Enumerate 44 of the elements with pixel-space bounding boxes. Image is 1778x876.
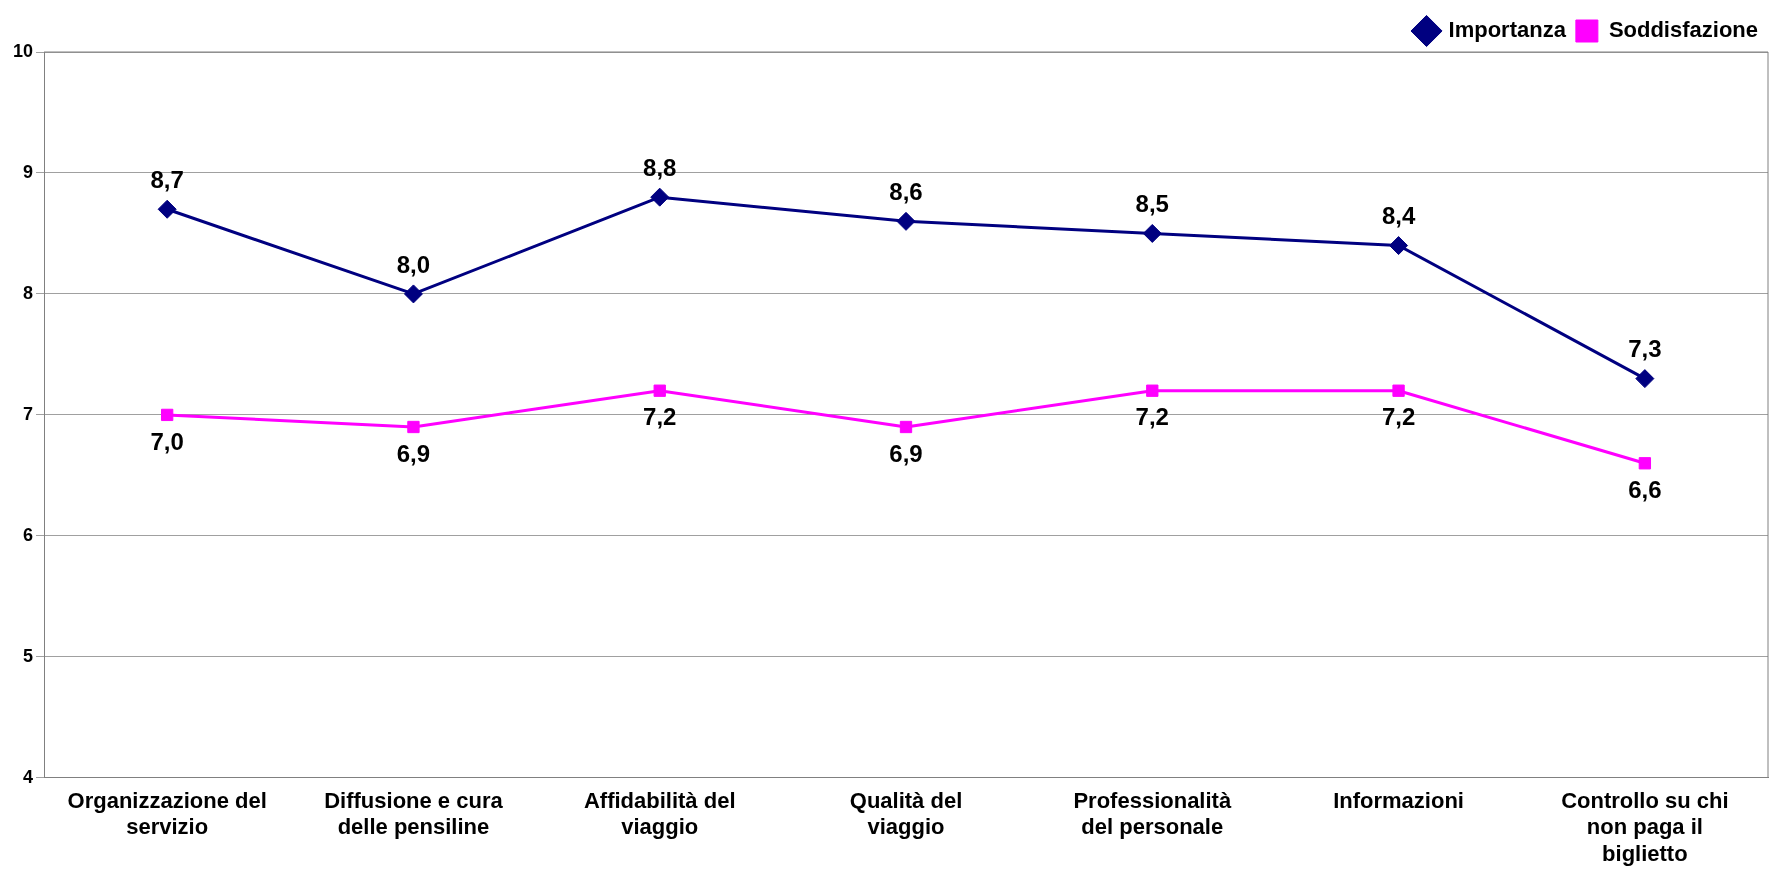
data-label: 7,2 (643, 403, 677, 431)
data-label: 8,0 (396, 250, 431, 278)
point (650, 187, 670, 207)
data-label: 7,2 (1135, 403, 1169, 431)
x-tick-label: Informazioni (1333, 788, 1464, 814)
data-label: 6,9 (889, 439, 923, 467)
data-label: 8,7 (150, 165, 184, 193)
point (653, 384, 666, 397)
y-tick-label: 7 (23, 403, 34, 424)
data-label: 7,2 (1381, 403, 1416, 431)
point (407, 420, 420, 434)
point (899, 420, 913, 434)
y-tick-label: 6 (23, 524, 34, 545)
y-tick-label: 9 (23, 161, 34, 182)
x-tick-label: Organizzazione del servizio (67, 788, 267, 840)
point (1638, 457, 1652, 470)
x-tick-label: Diffusione e cura delle pensiline (324, 788, 504, 840)
point (403, 284, 423, 304)
point (161, 408, 174, 422)
data-label: 7,3 (1628, 335, 1662, 363)
x-tick-label: Affidabilità del viaggio (583, 788, 736, 840)
point (1389, 236, 1409, 256)
point (157, 199, 177, 219)
data-label: 6,6 (1628, 475, 1662, 503)
point (896, 211, 916, 231)
x-tick-label: Controllo su chi non paga il biglietto (1561, 788, 1729, 866)
point (1392, 384, 1405, 397)
point (1146, 384, 1159, 397)
data-label: 8,8 (643, 153, 677, 181)
y-tick-label: 4 (23, 766, 34, 787)
data-label: 8,5 (1135, 190, 1169, 218)
point (1635, 369, 1655, 389)
y-tick-label: 8 (23, 282, 34, 303)
data-label: 8,4 (1381, 202, 1416, 230)
data-label: 6,9 (396, 439, 431, 467)
data-label: 8,6 (889, 177, 923, 205)
y-tick-label: 10 (12, 40, 34, 61)
legend-label: Soddisfazione (1608, 17, 1758, 43)
y-tick-label: 5 (23, 645, 34, 666)
data-label: 7,0 (150, 427, 184, 455)
x-tick-label: Professionalità del personale (1073, 788, 1232, 840)
x-tick-label: Qualità del viaggio (849, 788, 963, 840)
legend-label: Importanza (1448, 17, 1567, 43)
point (1142, 223, 1162, 243)
